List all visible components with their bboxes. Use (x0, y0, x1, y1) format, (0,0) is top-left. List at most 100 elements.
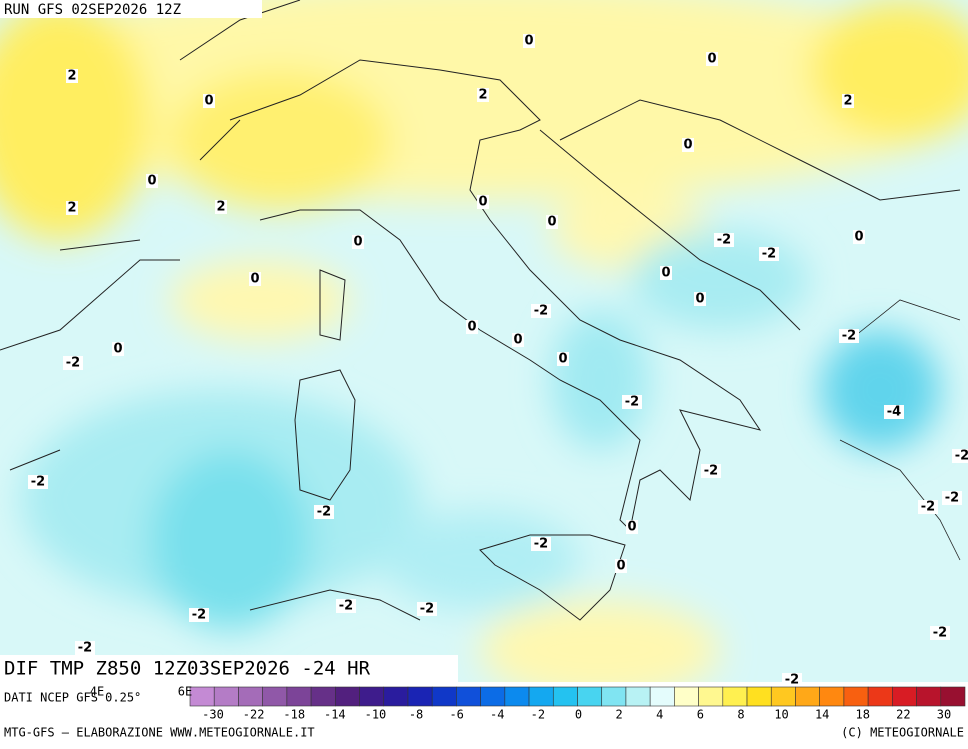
colorbar-swatch (892, 686, 917, 707)
contour-label: 0 (661, 266, 670, 281)
colorbar-tick-label: -8 (409, 708, 423, 722)
contour-label: 0 (683, 138, 692, 153)
label-bg (523, 34, 535, 48)
colorbar-swatch (698, 686, 724, 707)
contour-label: 0 (547, 215, 556, 230)
colorbar-swatch (431, 686, 457, 707)
label-bg (839, 329, 859, 343)
colorbar-tick-label: 14 (815, 708, 829, 722)
contour-label: -2 (921, 500, 935, 515)
label-bg (249, 272, 261, 286)
colorbar-swatch (407, 686, 433, 707)
contour-label: -2 (534, 304, 548, 319)
contour-label: 0 (204, 94, 213, 109)
colorbar-tick-label: 30 (937, 708, 951, 722)
label-bg (557, 352, 569, 366)
contour-label: -2 (842, 329, 856, 344)
colorbar-swatch (480, 686, 506, 707)
contour-label: -2 (945, 491, 959, 506)
colorbar-tick-label: 10 (774, 708, 788, 722)
label-bg (918, 500, 938, 514)
contour-label: -2 (785, 673, 799, 688)
contour-label: 0 (695, 292, 704, 307)
label-bg (706, 52, 718, 66)
label-bg (622, 395, 642, 409)
label-bg (477, 195, 489, 209)
contour-label: -2 (717, 233, 731, 248)
label-bg (660, 266, 672, 280)
label-bg (75, 641, 95, 655)
colorbar-swatch (770, 686, 796, 707)
label-bg (759, 247, 779, 261)
colorbar-tick-label: 4 (656, 708, 663, 722)
contour-label: -2 (317, 505, 331, 520)
label-bg (782, 673, 802, 687)
contour-label: 0 (353, 235, 362, 250)
colorbar-swatch (552, 686, 578, 707)
footer-right: (C) METEOGIORNALE (841, 726, 964, 740)
label-bg (66, 69, 78, 83)
label-bg (682, 138, 694, 152)
colorbar-swatch (940, 686, 966, 707)
label-bg (63, 356, 83, 370)
colorbar-tick-label: -18 (283, 708, 305, 722)
label-bg (146, 174, 158, 188)
colorbar-tick-label: 6 (697, 708, 704, 722)
colorbar-swatch (213, 686, 239, 707)
colorbar-swatch (916, 686, 942, 707)
colorbar-swatch (383, 686, 409, 707)
colorbar-tick-label: -6 (449, 708, 463, 722)
header-box (0, 0, 262, 18)
map-field (0, 0, 968, 682)
contour-label: -2 (704, 464, 718, 479)
contour-label: 0 (707, 52, 716, 67)
lon-label: 4E (90, 685, 104, 699)
colorbar-tick-label: 18 (856, 708, 870, 722)
contour-label: 0 (478, 195, 487, 210)
colorbar-swatch (674, 686, 699, 707)
label-bg (701, 464, 721, 478)
title-box (0, 655, 458, 682)
label-bg (930, 626, 950, 640)
colorbar-swatch (601, 686, 627, 707)
source-label: DATI NCEP GFS 0.25° (4, 691, 141, 705)
label-bg (842, 94, 854, 108)
colorbar-swatch (238, 686, 263, 707)
label-bg (215, 200, 227, 214)
colorbar-swatch (335, 686, 360, 707)
colorbar-tick-label: 22 (896, 708, 910, 722)
contour-label: 0 (467, 320, 476, 335)
colorbar-swatch (746, 686, 772, 707)
label-bg (512, 333, 524, 347)
map-title: DIF TMP Z850 12Z03SEP2026 -24 HR (4, 658, 371, 680)
colorbar-swatch (189, 686, 215, 707)
colorbar-swatch (359, 686, 385, 707)
label-bg (352, 235, 364, 249)
label-bg (336, 599, 356, 613)
label-bg (466, 320, 478, 334)
contour-label: 0 (113, 342, 122, 357)
label-bg (615, 559, 627, 573)
colorbar-swatch (722, 686, 748, 707)
label-bg (189, 608, 209, 622)
label-bg (952, 449, 968, 463)
contour-label: 0 (627, 520, 636, 535)
contour-label: -2 (420, 602, 434, 617)
label-bg (694, 292, 706, 306)
label-bg (714, 233, 734, 247)
contour-label: 0 (616, 559, 625, 574)
colorbar-tick-label: -22 (243, 708, 265, 722)
colorbar-tick-label: -10 (365, 708, 387, 722)
colorbar-swatch (528, 686, 554, 707)
contour-label: 2 (478, 88, 487, 103)
contour-label: 2 (67, 69, 76, 84)
label-bg (546, 215, 558, 229)
colorbar-swatch (625, 686, 651, 707)
contour-label: -2 (625, 395, 639, 410)
colorbar-swatch (262, 686, 288, 707)
colorbar-swatch (286, 686, 312, 707)
label-bg (942, 491, 962, 505)
colorbar-swatch (649, 686, 675, 707)
contour-label: -2 (192, 608, 206, 623)
